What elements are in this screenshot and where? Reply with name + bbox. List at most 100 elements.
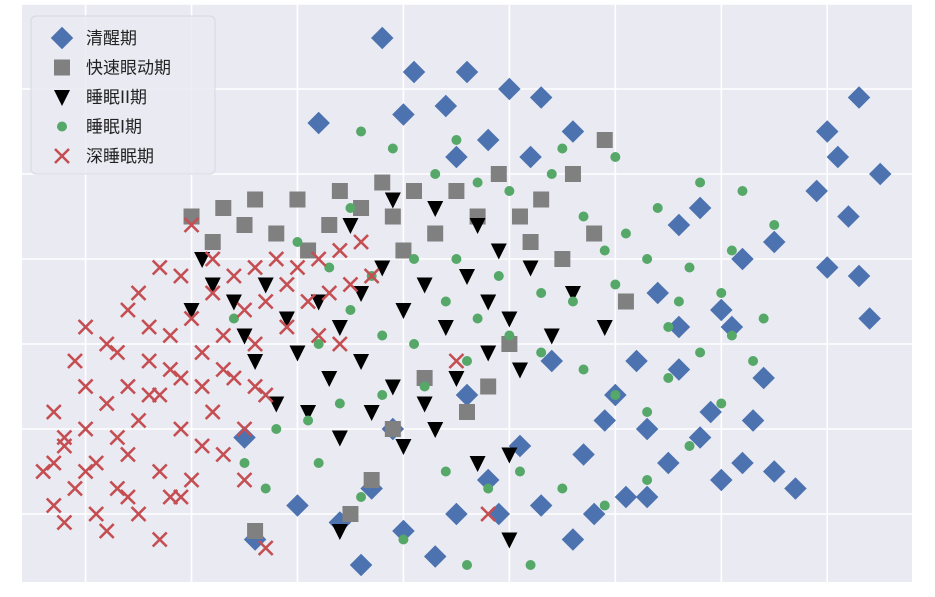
x-stroke xyxy=(88,455,105,471)
data-point xyxy=(519,145,542,169)
data-point xyxy=(194,438,211,454)
legend-marker xyxy=(50,26,74,50)
x-stroke xyxy=(77,319,94,335)
data-point xyxy=(387,143,398,154)
data-point xyxy=(374,260,391,277)
data-point xyxy=(392,103,415,126)
data-point xyxy=(215,361,232,378)
data-point xyxy=(423,545,447,568)
data-point xyxy=(268,225,285,242)
data-point xyxy=(663,322,674,332)
data-point xyxy=(260,483,271,494)
data-point xyxy=(345,305,356,315)
x-stroke xyxy=(300,293,316,310)
data-point xyxy=(448,353,465,369)
data-point xyxy=(247,336,264,352)
data-point xyxy=(141,319,158,335)
x-stroke xyxy=(331,336,348,352)
data-point xyxy=(445,145,468,169)
data-point xyxy=(173,370,189,386)
data-point xyxy=(501,311,518,328)
data-point xyxy=(173,421,189,437)
data-point xyxy=(239,458,250,468)
data-point xyxy=(321,217,338,233)
data-point xyxy=(540,349,564,373)
data-point xyxy=(684,441,695,451)
data-point xyxy=(858,307,881,330)
data-point xyxy=(331,430,348,447)
data-point xyxy=(455,383,479,407)
x-stroke xyxy=(183,310,200,327)
data-point xyxy=(392,519,415,543)
data-point xyxy=(384,192,401,209)
data-point xyxy=(236,421,253,437)
data-point xyxy=(427,201,444,217)
data-point xyxy=(247,259,264,276)
data-point xyxy=(726,245,737,256)
data-point xyxy=(236,328,253,345)
data-point xyxy=(257,293,274,310)
data-point xyxy=(204,404,221,420)
data-point xyxy=(345,203,356,213)
x-stroke xyxy=(77,378,94,395)
data-point xyxy=(748,356,759,366)
x-stroke xyxy=(310,327,327,344)
data-point xyxy=(451,135,462,145)
data-point xyxy=(448,183,465,199)
data-point xyxy=(564,286,581,302)
series-5 xyxy=(35,217,497,556)
x-stroke xyxy=(448,353,465,369)
data-point xyxy=(430,169,441,179)
x-stroke xyxy=(56,514,73,531)
x-stroke xyxy=(225,268,242,284)
data-point xyxy=(321,371,338,387)
data-point xyxy=(395,303,412,319)
data-point xyxy=(236,302,253,318)
data-point xyxy=(395,439,412,455)
data-point xyxy=(805,179,828,203)
data-point xyxy=(440,466,451,477)
data-point xyxy=(130,412,147,429)
x-stroke xyxy=(225,370,242,386)
legend-item: 深睡眠期 xyxy=(54,147,154,167)
x-stroke xyxy=(56,429,73,446)
data-point xyxy=(695,347,706,358)
legend-marker xyxy=(54,90,70,106)
data-point xyxy=(45,455,62,471)
x-stroke xyxy=(310,251,327,267)
data-point xyxy=(310,327,327,344)
data-point xyxy=(868,162,892,186)
data-point xyxy=(769,220,780,230)
x-stroke xyxy=(77,463,94,480)
data-point xyxy=(710,468,733,492)
data-point xyxy=(109,344,126,361)
data-point xyxy=(77,421,94,437)
data-point xyxy=(183,303,200,319)
x-stroke xyxy=(278,276,295,293)
x-stroke xyxy=(215,327,232,344)
grid-lines xyxy=(22,3,912,582)
data-point xyxy=(225,294,242,311)
data-point xyxy=(247,523,264,539)
data-point xyxy=(300,405,317,421)
data-point xyxy=(215,200,232,216)
x-stroke xyxy=(130,412,147,429)
data-point xyxy=(599,245,610,256)
data-point xyxy=(268,251,285,267)
data-point xyxy=(228,313,239,324)
data-point xyxy=(342,506,359,522)
data-point xyxy=(529,494,553,517)
data-point xyxy=(331,320,348,336)
data-point xyxy=(151,531,168,548)
data-point xyxy=(289,259,306,276)
data-point xyxy=(529,86,553,109)
x-stroke xyxy=(268,251,285,267)
data-point xyxy=(511,208,528,225)
data-point xyxy=(469,218,486,234)
x-stroke xyxy=(247,378,264,395)
data-point xyxy=(109,429,126,446)
data-point xyxy=(546,169,557,179)
data-point xyxy=(635,485,659,509)
x-stroke xyxy=(120,302,136,318)
legend-item: 清醒期 xyxy=(50,26,137,50)
